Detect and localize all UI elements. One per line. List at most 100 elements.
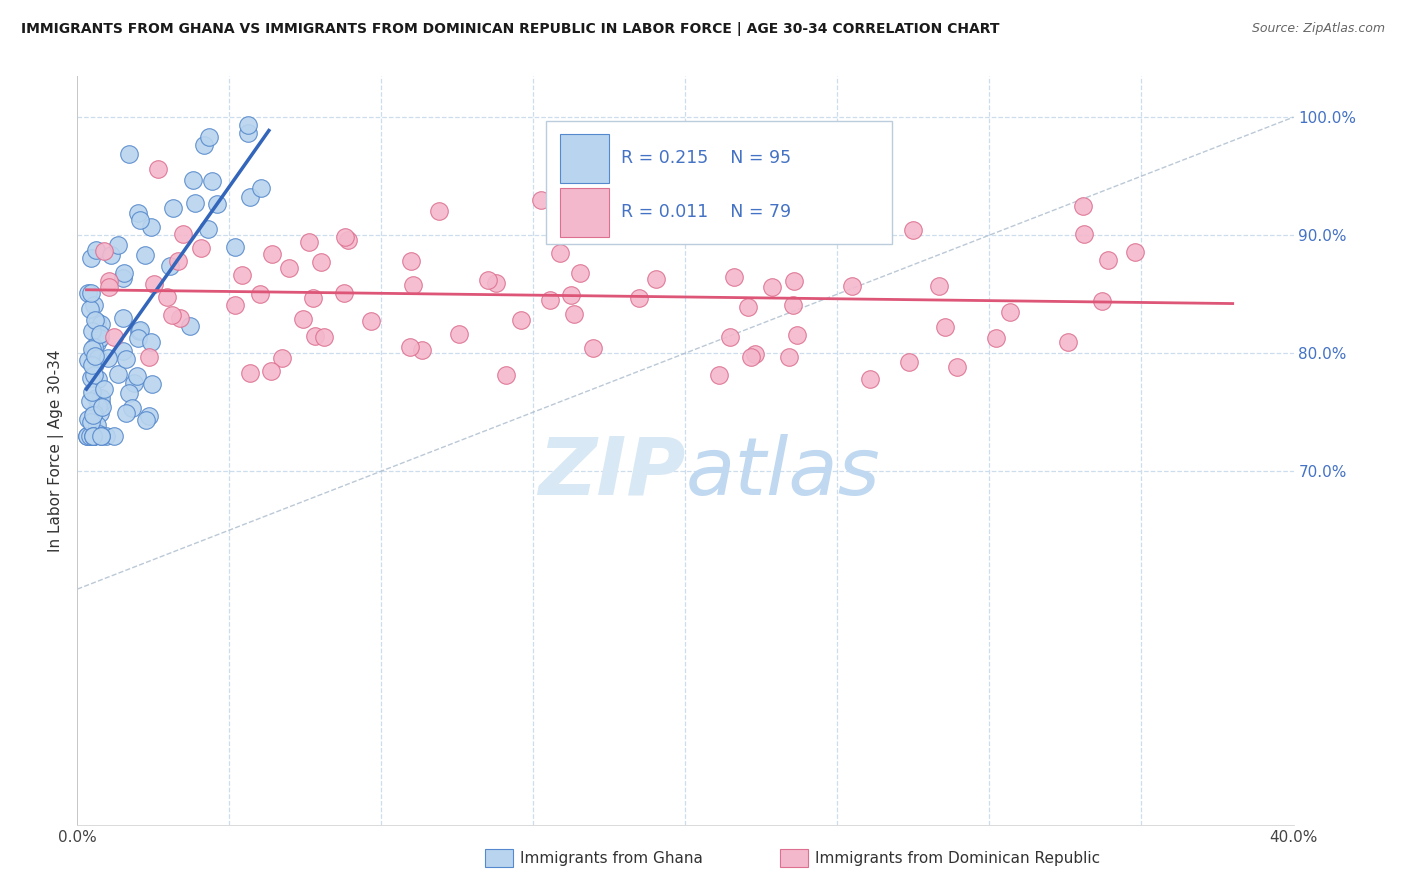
Point (79, 301, 101, 316)
Point (530, 193, 553, 207)
Y-axis label: In Labor Force | Age 30-34: In Labor Force | Age 30-34 (48, 349, 65, 552)
Point (93, 382, 115, 396)
Point (495, 368, 517, 383)
Point (80, 342, 103, 356)
Point (82, 324, 104, 338)
Point (184, 195, 207, 210)
Text: Immigrants from Dominican Republic: Immigrants from Dominican Republic (815, 851, 1101, 865)
Point (205, 197, 228, 211)
Point (761, 280, 783, 294)
Bar (485, 849, 513, 867)
Point (97, 351, 120, 365)
Point (127, 331, 149, 345)
Point (582, 341, 605, 355)
Point (538, 293, 561, 307)
Point (398, 340, 420, 354)
Point (129, 212, 152, 227)
Point (89, 326, 111, 341)
Point (90, 317, 112, 331)
Point (744, 347, 766, 361)
Point (98, 274, 121, 288)
Point (946, 359, 969, 374)
Point (84, 391, 107, 405)
Point (103, 428, 125, 442)
Text: IMMIGRANTS FROM GHANA VS IMMIGRANTS FROM DOMINICAN REPUBLIC IN LABOR FORCE | AGE: IMMIGRANTS FROM GHANA VS IMMIGRANTS FROM… (21, 22, 1000, 37)
Point (129, 323, 152, 337)
Text: Immigrants from Ghana: Immigrants from Ghana (520, 851, 703, 865)
Point (898, 355, 921, 369)
Point (86, 417, 108, 432)
Point (239, 190, 262, 204)
Point (278, 261, 301, 276)
Point (128, 324, 150, 338)
Point (179, 318, 201, 333)
Point (160, 308, 183, 322)
Point (841, 278, 863, 293)
Point (82, 409, 104, 423)
Point (591, 187, 613, 202)
Point (90, 396, 112, 410)
Point (335, 230, 357, 244)
Point (83, 428, 105, 442)
Point (562, 307, 585, 321)
Point (569, 267, 592, 281)
Point (250, 181, 273, 195)
Point (79, 428, 101, 442)
Point (606, 206, 628, 220)
Bar (780, 849, 808, 867)
Point (427, 203, 450, 218)
Point (159, 259, 181, 273)
Point (291, 311, 314, 326)
Point (83, 357, 105, 371)
Point (90, 428, 112, 442)
Point (260, 246, 283, 260)
Point (82, 419, 104, 434)
Point (80, 371, 103, 385)
Point (628, 291, 651, 305)
Point (80, 286, 103, 301)
Point (560, 288, 582, 302)
Point (79, 415, 101, 429)
Point (82, 428, 104, 442)
Point (859, 372, 882, 386)
Point (134, 413, 156, 427)
Point (124, 376, 146, 391)
Bar (560, 188, 609, 237)
Point (928, 278, 950, 293)
Point (485, 276, 508, 290)
Point (1071, 199, 1094, 213)
Point (141, 376, 163, 391)
Point (304, 329, 326, 343)
Point (399, 253, 422, 268)
Point (146, 162, 169, 177)
Point (786, 328, 808, 343)
Point (107, 367, 129, 381)
Point (260, 364, 283, 378)
Point (1057, 334, 1080, 349)
Point (112, 311, 135, 326)
Point (82, 428, 104, 442)
Point (302, 291, 325, 305)
Point (644, 272, 666, 286)
Point (1123, 245, 1146, 260)
Point (89, 427, 111, 442)
Point (998, 304, 1021, 318)
Point (197, 222, 219, 236)
Point (86, 315, 108, 329)
Point (1073, 227, 1095, 241)
Point (934, 319, 956, 334)
Point (118, 147, 141, 161)
Point (112, 344, 135, 359)
Point (201, 173, 224, 187)
Point (80, 358, 103, 372)
Point (249, 286, 271, 301)
Point (138, 409, 160, 423)
Point (103, 330, 125, 344)
Point (236, 126, 259, 140)
FancyBboxPatch shape (546, 120, 893, 244)
Point (90, 400, 112, 414)
Point (720, 330, 742, 344)
Point (83, 368, 105, 382)
Point (142, 277, 165, 292)
Point (84, 313, 107, 327)
